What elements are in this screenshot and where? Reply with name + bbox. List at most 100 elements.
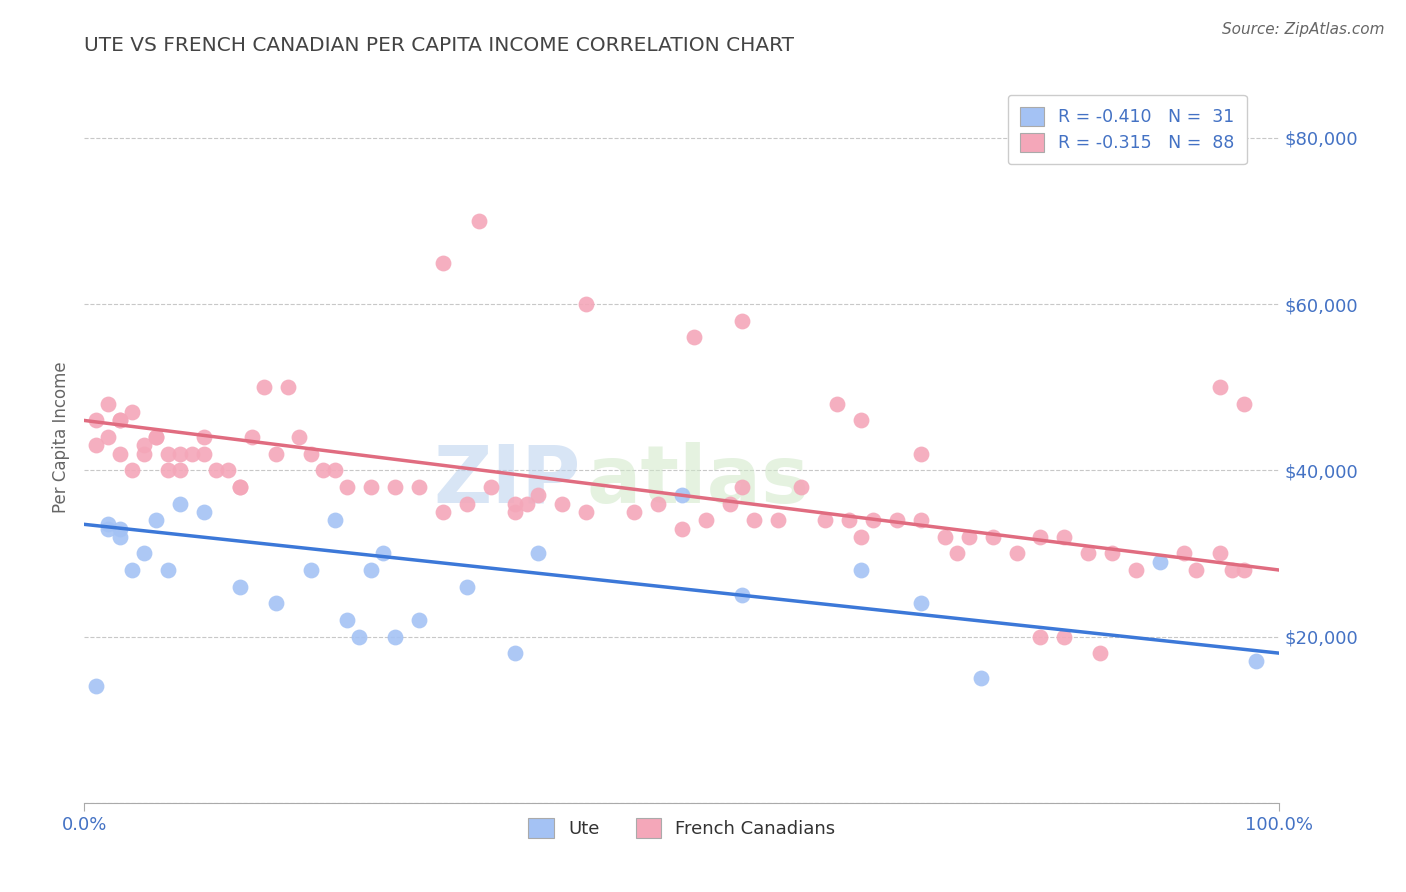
- Point: [910, 596, 932, 610]
- Point: [240, 430, 263, 444]
- Point: [1029, 530, 1052, 544]
- Point: [851, 413, 873, 427]
- Point: [325, 513, 347, 527]
- Point: [277, 380, 299, 394]
- Point: [575, 505, 598, 519]
- Point: [169, 447, 191, 461]
- Point: [253, 380, 276, 394]
- Point: [121, 405, 143, 419]
- Point: [1173, 546, 1195, 560]
- Point: [193, 430, 215, 444]
- Point: [121, 563, 143, 577]
- Point: [934, 530, 956, 544]
- Point: [623, 505, 645, 519]
- Point: [110, 413, 132, 427]
- Point: [1220, 563, 1243, 577]
- Point: [181, 447, 204, 461]
- Point: [790, 480, 813, 494]
- Legend: Ute, French Canadians: Ute, French Canadians: [522, 811, 842, 845]
- Point: [1053, 530, 1076, 544]
- Point: [132, 438, 156, 452]
- Point: [527, 488, 550, 502]
- Point: [110, 521, 132, 535]
- Point: [121, 463, 143, 477]
- Point: [336, 613, 359, 627]
- Point: [110, 530, 132, 544]
- Point: [827, 397, 849, 411]
- Point: [325, 463, 347, 477]
- Point: [851, 530, 873, 544]
- Point: [718, 497, 741, 511]
- Point: [1029, 630, 1052, 644]
- Point: [193, 505, 215, 519]
- Point: [384, 480, 406, 494]
- Point: [970, 671, 993, 685]
- Point: [671, 488, 693, 502]
- Point: [86, 413, 108, 427]
- Point: [731, 588, 754, 602]
- Point: [851, 563, 873, 577]
- Point: [503, 505, 526, 519]
- Point: [503, 497, 526, 511]
- Point: [86, 438, 108, 452]
- Point: [981, 530, 1004, 544]
- Point: [456, 497, 478, 511]
- Point: [1233, 563, 1256, 577]
- Point: [86, 680, 108, 694]
- Point: [360, 480, 382, 494]
- Point: [384, 630, 406, 644]
- Point: [957, 530, 980, 544]
- Point: [468, 214, 491, 228]
- Text: ZIP: ZIP: [433, 442, 581, 520]
- Point: [229, 480, 252, 494]
- Point: [886, 513, 908, 527]
- Point: [575, 297, 598, 311]
- Point: [312, 463, 335, 477]
- Point: [408, 480, 430, 494]
- Point: [145, 430, 167, 444]
- Point: [301, 563, 323, 577]
- Point: [97, 397, 120, 411]
- Point: [946, 546, 969, 560]
- Text: UTE VS FRENCH CANADIAN PER CAPITA INCOME CORRELATION CHART: UTE VS FRENCH CANADIAN PER CAPITA INCOME…: [84, 36, 794, 54]
- Point: [766, 513, 789, 527]
- Point: [731, 480, 754, 494]
- Point: [1209, 380, 1232, 394]
- Y-axis label: Per Capita Income: Per Capita Income: [52, 361, 70, 513]
- Point: [145, 513, 167, 527]
- Point: [731, 314, 754, 328]
- Point: [1101, 546, 1123, 560]
- Point: [1125, 563, 1147, 577]
- Point: [205, 463, 228, 477]
- Point: [373, 546, 395, 560]
- Point: [1209, 546, 1232, 560]
- Point: [432, 255, 454, 269]
- Point: [695, 513, 717, 527]
- Point: [110, 447, 132, 461]
- Point: [229, 480, 252, 494]
- Point: [838, 513, 860, 527]
- Point: [432, 505, 454, 519]
- Point: [516, 497, 538, 511]
- Point: [157, 447, 180, 461]
- Point: [360, 563, 382, 577]
- Point: [1005, 546, 1028, 560]
- Point: [132, 447, 156, 461]
- Point: [408, 613, 430, 627]
- Point: [288, 430, 311, 444]
- Point: [264, 596, 287, 610]
- Point: [193, 447, 215, 461]
- Point: [97, 521, 120, 535]
- Point: [349, 630, 371, 644]
- Point: [683, 330, 706, 344]
- Point: [132, 546, 156, 560]
- Point: [551, 497, 574, 511]
- Point: [910, 513, 932, 527]
- Point: [1233, 397, 1256, 411]
- Point: [229, 580, 252, 594]
- Text: atlas: atlas: [586, 442, 810, 520]
- Point: [814, 513, 837, 527]
- Point: [1185, 563, 1208, 577]
- Point: [157, 563, 180, 577]
- Point: [910, 447, 932, 461]
